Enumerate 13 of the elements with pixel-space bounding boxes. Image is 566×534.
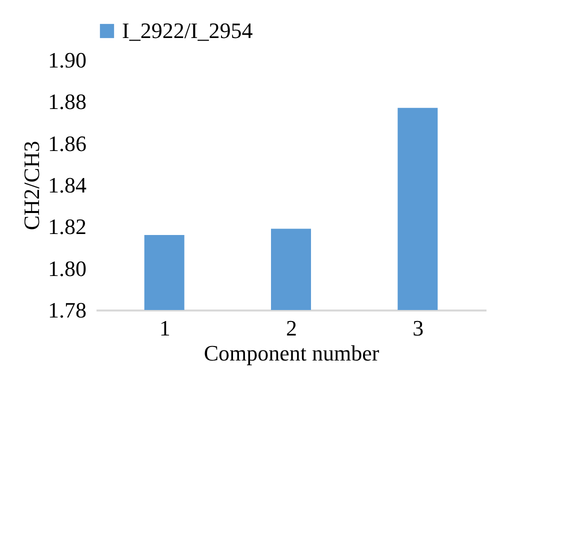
x-tick-label: 2 xyxy=(286,316,297,340)
y-axis-title: CH2/CH3 xyxy=(19,140,44,230)
x-axis-title: Component number xyxy=(204,340,380,366)
y-tick-label: 1.80 xyxy=(48,256,86,281)
y-tick-label: 1.90 xyxy=(48,48,86,72)
x-tick-label: 1 xyxy=(159,316,170,340)
y-tick-label: 1.82 xyxy=(48,214,86,240)
legend-label: I_2922/I_2954 xyxy=(122,18,253,43)
y-tick-label: 1.84 xyxy=(48,172,86,198)
y-tick-label: 1.88 xyxy=(48,89,86,114)
y-tick-label: 1.86 xyxy=(48,130,86,156)
y-tick-label: 1.78 xyxy=(48,298,86,322)
x-tick-label: 3 xyxy=(412,316,424,340)
